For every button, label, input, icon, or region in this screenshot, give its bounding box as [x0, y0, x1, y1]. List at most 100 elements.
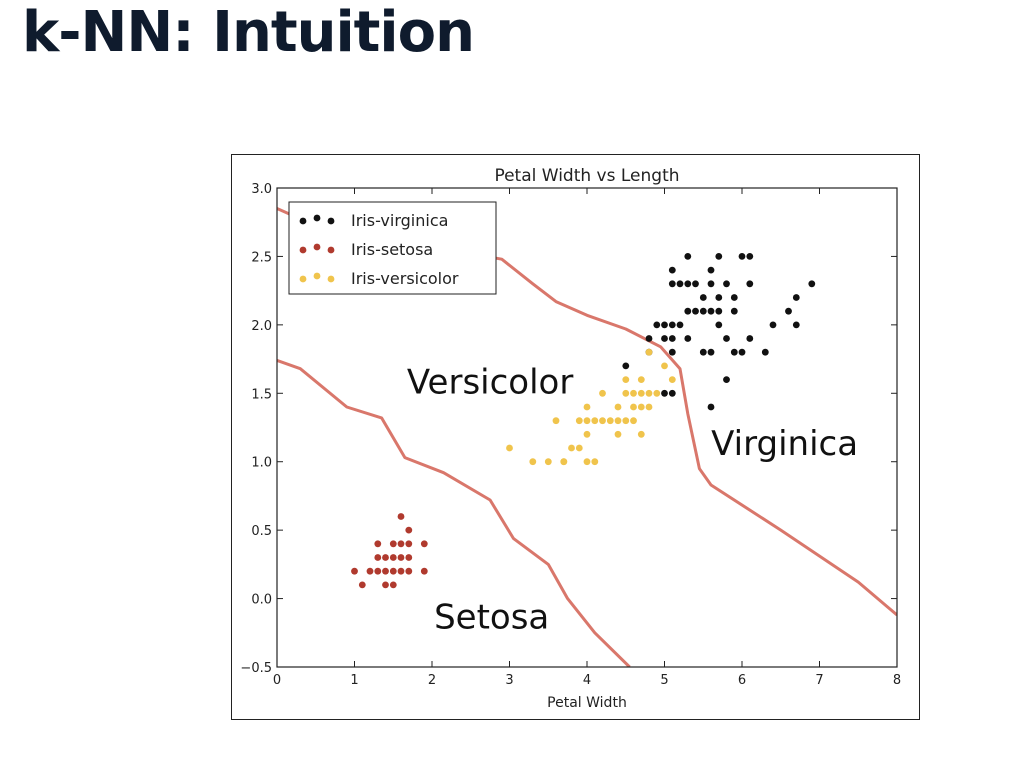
legend-entry: Iris-setosa: [299, 240, 433, 259]
data-point: [614, 403, 622, 411]
legend-marker: [327, 275, 335, 283]
y-tick-label: 2.0: [251, 319, 272, 334]
y-tick-label: 3.0: [251, 182, 272, 197]
data-point: [599, 389, 606, 397]
legend-marker: [313, 272, 321, 280]
data-point: [637, 430, 645, 438]
legend-entry: Iris-virginica: [299, 211, 448, 230]
data-point: [552, 417, 560, 425]
legend-label: Iris-setosa: [351, 240, 433, 259]
data-point: [661, 321, 668, 329]
data-point: [529, 458, 537, 466]
data-point: [684, 335, 692, 342]
data-point: [785, 307, 792, 315]
data-point: [792, 321, 800, 329]
data-point: [761, 348, 769, 356]
region-label-setosa: Setosa: [434, 598, 549, 638]
x-tick-label: 3: [505, 673, 513, 688]
data-point: [397, 554, 405, 561]
y-tick-label: 0.0: [251, 593, 272, 608]
decision-boundary-line: [277, 358, 631, 667]
x-tick-label: 5: [660, 673, 668, 688]
data-point: [715, 294, 723, 301]
data-point: [374, 540, 382, 548]
legend-marker: [327, 246, 335, 254]
scatter-plot: Petal Width vs Length Petal Width Versic…: [240, 166, 901, 711]
data-point: [358, 581, 366, 589]
data-point: [389, 554, 397, 561]
data-point: [723, 376, 730, 383]
data-point: [645, 348, 653, 356]
data-point: [715, 307, 723, 315]
data-point: [397, 567, 405, 575]
data-point: [723, 335, 730, 342]
data-point: [676, 280, 684, 288]
data-point: [397, 513, 405, 520]
region-label-versicolor: Versicolor: [407, 362, 573, 402]
x-tick-label: 0: [273, 673, 281, 688]
region-labels: Versicolor Virginica Setosa: [407, 362, 858, 637]
data-point: [668, 280, 676, 288]
chart-title: Petal Width vs Length: [494, 166, 679, 186]
data-point: [606, 417, 614, 425]
data-point: [583, 403, 591, 411]
data-point: [591, 458, 599, 466]
y-tick-label: 1.5: [251, 387, 272, 402]
data-point: [645, 389, 653, 397]
data-point: [405, 540, 413, 548]
data-point: [366, 567, 374, 575]
x-tick-label: 8: [893, 673, 901, 688]
data-point: [506, 444, 513, 452]
data-point: [715, 253, 723, 260]
data-point: [738, 253, 746, 260]
data-point: [560, 458, 568, 466]
series-iris-versicolor: [506, 348, 676, 466]
data-point: [668, 376, 676, 383]
data-point: [730, 294, 738, 301]
legend: Iris-virginica Iris-setosa Iris-versicolor: [288, 201, 497, 295]
data-point: [382, 581, 389, 589]
slide-title: k-NN: Intuition: [22, 0, 475, 65]
data-point: [637, 389, 645, 397]
data-point: [699, 307, 707, 315]
data-point: [622, 417, 630, 425]
data-point: [707, 307, 715, 315]
data-point: [583, 430, 591, 438]
data-point: [568, 444, 575, 452]
data-point: [575, 444, 583, 452]
data-point: [715, 321, 723, 329]
data-point: [622, 362, 630, 370]
data-point: [645, 403, 653, 411]
series-iris-setosa: [351, 513, 428, 589]
data-point: [692, 307, 699, 315]
data-point: [699, 294, 707, 301]
legend-entry: Iris-versicolor: [299, 269, 459, 288]
axis-ticks: 0 1 2 3 4 5 6 7 8 −0.5 0.0 0.5 1.0 1.5 2.0 2.5 3.0: [240, 182, 901, 688]
x-tick-label: 1: [350, 673, 358, 688]
data-point: [374, 567, 382, 575]
data-point: [389, 581, 397, 589]
data-point: [707, 266, 715, 274]
data-point: [351, 567, 358, 575]
data-points: [351, 253, 816, 589]
legend-marker: [299, 275, 307, 283]
data-point: [723, 280, 730, 288]
data-point: [630, 417, 637, 425]
data-point: [405, 567, 413, 575]
data-point: [622, 376, 630, 383]
legend-marker: [299, 217, 307, 225]
data-point: [769, 321, 777, 329]
data-point: [575, 417, 583, 425]
data-point: [630, 403, 637, 411]
data-point: [792, 294, 800, 301]
data-point: [397, 540, 405, 548]
data-point: [746, 253, 754, 260]
data-point: [684, 253, 692, 260]
data-point: [808, 280, 816, 288]
data-point: [684, 307, 692, 315]
data-point: [614, 430, 622, 438]
data-point: [544, 458, 552, 466]
legend-label: Iris-virginica: [351, 211, 448, 230]
data-point: [707, 348, 715, 356]
data-point: [382, 567, 389, 575]
